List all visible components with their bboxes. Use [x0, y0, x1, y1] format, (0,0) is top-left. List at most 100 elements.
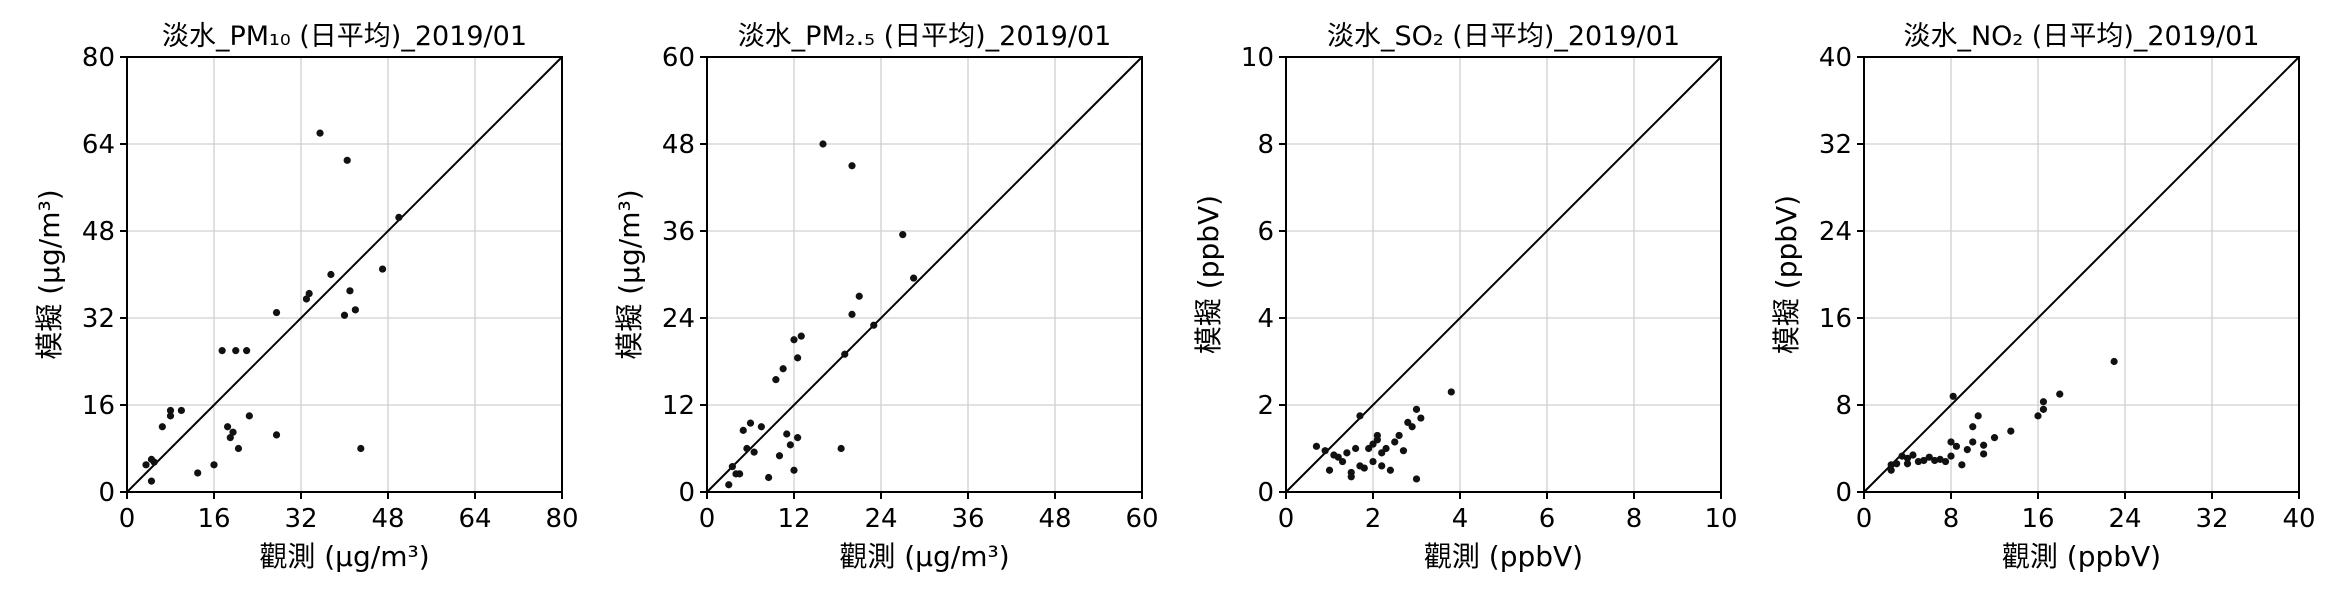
- data-point: [1417, 414, 1425, 422]
- data-point: [1373, 436, 1381, 444]
- y-tick-label: 0: [678, 478, 695, 508]
- data-point: [819, 140, 827, 148]
- data-point: [142, 461, 150, 469]
- data-point: [1404, 418, 1412, 426]
- x-axis-label: 觀測 (ppbV): [1424, 540, 1583, 573]
- x-tick-label: 0: [119, 504, 136, 534]
- data-point: [1969, 438, 1977, 446]
- y-axis-label: 模擬 (ppbV): [1192, 195, 1225, 354]
- x-tick-label: 10: [1704, 504, 1737, 534]
- data-point: [210, 461, 218, 469]
- data-point: [327, 270, 335, 279]
- y-tick-label: 40: [1819, 43, 1852, 73]
- data-point: [1920, 456, 1928, 465]
- x-tick-label: 48: [1038, 504, 1071, 534]
- data-point: [1958, 461, 1966, 469]
- data-point: [1343, 449, 1351, 457]
- y-axis-label: 模擬 (μg/m³): [33, 189, 66, 359]
- data-point: [765, 473, 773, 482]
- data-point: [794, 354, 802, 362]
- data-point: [357, 444, 365, 453]
- y-tick-label: 8: [1835, 391, 1852, 421]
- data-point: [786, 441, 794, 449]
- data-point: [1369, 457, 1377, 466]
- x-axis-label: 觀測 (μg/m³): [259, 540, 429, 573]
- data-point: [1395, 431, 1403, 440]
- data-point: [316, 129, 324, 137]
- data-point: [750, 448, 758, 456]
- data-point: [910, 274, 918, 282]
- scatter-panel-1: 0 16 32 48 64 80 0 16 32 48 64 80 淡水_PM₁₀ (日平均)_2019…: [33, 21, 579, 573]
- y-tick-label: 0: [98, 478, 115, 508]
- data-point: [2007, 427, 2015, 435]
- x-tick-label: 24: [864, 504, 897, 534]
- data-point: [166, 412, 175, 420]
- x-tick-label: 16: [197, 504, 230, 534]
- data-point: [1947, 438, 1955, 446]
- y-axis-label: 模擬 (μg/m³): [613, 189, 646, 359]
- data-point: [1887, 466, 1895, 474]
- data-point: [870, 321, 878, 329]
- data-point: [245, 412, 253, 420]
- data-point: [1952, 442, 1961, 450]
- data-point: [1925, 453, 1933, 461]
- x-tick-label: 12: [777, 504, 810, 534]
- data-point: [739, 426, 747, 434]
- data-point: [194, 469, 202, 477]
- data-point: [1990, 434, 1999, 442]
- x-tick-label: 6: [1539, 504, 1556, 534]
- data-point: [1914, 457, 1922, 466]
- data-point: [794, 434, 802, 442]
- data-point: [743, 444, 751, 453]
- x-tick-label: 0: [1278, 504, 1295, 534]
- one-to-one-line: [126, 56, 563, 493]
- data-point: [1321, 447, 1329, 455]
- data-point: [1412, 475, 1421, 483]
- data-point: [234, 444, 243, 453]
- data-point: [272, 431, 281, 439]
- x-tick-label: 48: [371, 504, 404, 534]
- x-tick-label: 64: [458, 504, 491, 534]
- y-tick-label: 4: [1257, 304, 1274, 334]
- data-point: [1963, 445, 1971, 454]
- data-point: [343, 156, 351, 164]
- data-point: [1365, 444, 1373, 453]
- data-point: [1941, 457, 1950, 466]
- one-to-one-line: [1863, 56, 2300, 493]
- y-tick-label: 24: [1819, 217, 1852, 247]
- y-tick-label: 12: [662, 391, 695, 421]
- data-point: [229, 428, 237, 436]
- data-point: [1969, 423, 1977, 431]
- x-tick-label: 16: [2021, 504, 2054, 534]
- data-point: [1980, 441, 1988, 449]
- y-axis-label: 模擬 (ppbV): [1770, 195, 1803, 354]
- chart-title: 淡水_PM₂.₅ (日平均)_2019/01: [738, 21, 1112, 52]
- plot-frame: [1285, 56, 1722, 493]
- data-point: [1356, 412, 1364, 420]
- x-tick-label: 24: [2108, 504, 2141, 534]
- data-point: [340, 311, 349, 319]
- data-point: [395, 213, 403, 222]
- scatter-panel-4: 0 8 16 24 32 40 0 8 16 24 32 40 淡水_NO₂ (日平均)_2019/01…: [1770, 21, 2316, 573]
- data-point: [1338, 457, 1347, 466]
- x-tick-label: 0: [1856, 504, 1873, 534]
- x-tick-label: 8: [1943, 504, 1960, 534]
- x-tick-label: 60: [1125, 504, 1158, 534]
- data-point: [1391, 438, 1399, 446]
- data-point: [378, 265, 387, 273]
- y-tick-label: 48: [82, 217, 115, 247]
- data-point: [797, 332, 805, 340]
- chart-title: 淡水_PM₁₀ (日平均)_2019/01: [162, 21, 527, 52]
- y-tick-label: 64: [82, 130, 115, 160]
- data-point: [1980, 450, 1988, 458]
- y-tick-label: 16: [1819, 304, 1852, 334]
- data-point: [1378, 462, 1386, 470]
- data-point: [790, 336, 798, 344]
- y-tick-label: 32: [1819, 130, 1852, 160]
- data-point: [272, 308, 281, 317]
- data-point: [736, 470, 744, 478]
- data-point: [899, 231, 907, 239]
- data-point: [1947, 452, 1955, 460]
- data-point: [779, 365, 787, 373]
- plot-frame: [126, 56, 563, 493]
